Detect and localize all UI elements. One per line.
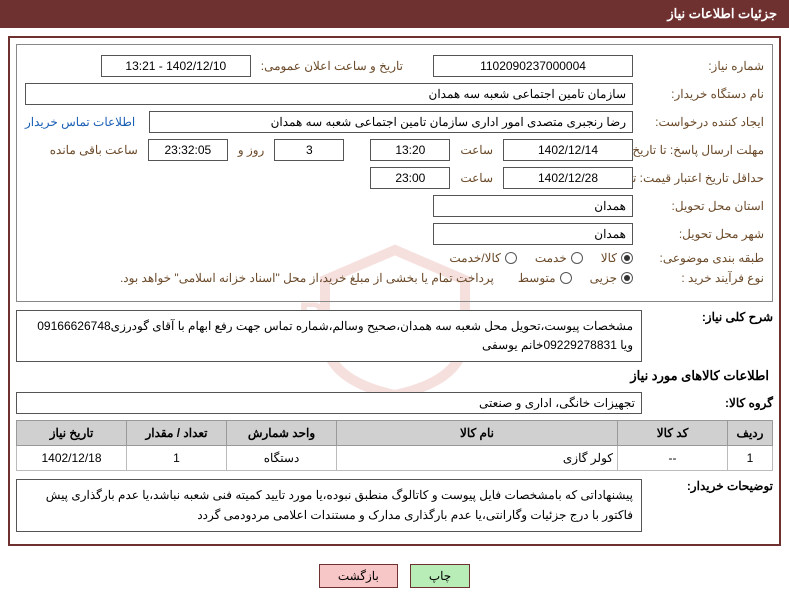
radio-medium[interactable]: متوسط [518, 271, 572, 285]
announce-label: تاریخ و ساعت اعلان عمومی: [257, 59, 407, 73]
validity-label: حداقل تاریخ اعتبار قیمت: تا تاریخ: [639, 171, 764, 185]
radio-minor[interactable]: جزیی [590, 271, 633, 285]
radio-goods-service[interactable]: کالا/خدمت [449, 251, 516, 265]
goods-section-title: اطلاعات کالاهای مورد نیاز [20, 368, 769, 384]
print-button[interactable]: چاپ [410, 564, 470, 588]
time-word-2: ساعت [456, 171, 497, 185]
requester-value: رضا رنجبری متصدی امور اداری سازمان تامین… [149, 111, 633, 133]
buyer-contact-link[interactable]: اطلاعات تماس خریدار [25, 115, 135, 129]
city-value: همدان [433, 223, 633, 245]
validity-date: 1402/12/28 [503, 167, 633, 189]
table-header-row: ردیف کد کالا نام کالا واحد شمارش تعداد /… [17, 421, 773, 446]
info-fieldset: شماره نیاز: 1102090237000004 تاریخ و ساع… [16, 44, 773, 302]
radio-dot-icon [560, 272, 572, 284]
th-code: کد کالا [618, 421, 728, 446]
cell-unit: دستگاه [227, 446, 337, 471]
cell-code: -- [618, 446, 728, 471]
requester-label: ایجاد کننده درخواست: [639, 115, 764, 129]
category-label: طبقه بندی موضوعی: [639, 251, 764, 265]
announce-value: 1402/12/10 - 13:21 [101, 55, 251, 77]
th-row: ردیف [728, 421, 773, 446]
need-no-value: 1102090237000004 [433, 55, 633, 77]
radio-minor-label: جزیی [590, 271, 617, 285]
radio-goods-service-label: کالا/خدمت [449, 251, 500, 265]
th-unit: واحد شمارش [227, 421, 337, 446]
days-word: روز و [234, 143, 269, 157]
category-radio-group: کالا خدمت کالا/خدمت [449, 251, 633, 265]
buyer-org-value: سازمان تامین اجتماعی شعبه سه همدان [25, 83, 633, 105]
province-label: استان محل تحویل: [639, 199, 764, 213]
city-label: شهر محل تحویل: [639, 227, 764, 241]
process-note: پرداخت تمام یا بخشی از مبلغ خرید،از محل … [120, 271, 494, 285]
time-word-1: ساعت [456, 143, 497, 157]
cell-row: 1 [728, 446, 773, 471]
remain-word: ساعت باقی مانده [46, 143, 142, 157]
summary-label: شرح کلی نیاز: [648, 310, 773, 324]
page-title: جزئیات اطلاعات نیاز [667, 6, 777, 21]
summary-text: مشخصات پیوست،تحویل محل شعبه سه همدان،صحی… [16, 310, 642, 362]
process-radio-group: جزیی متوسط [518, 271, 633, 285]
goods-table: ردیف کد کالا نام کالا واحد شمارش تعداد /… [16, 420, 773, 471]
need-no-label: شماره نیاز: [639, 59, 764, 73]
province-value: همدان [433, 195, 633, 217]
process-label: نوع فرآیند خرید : [639, 271, 764, 285]
page-title-bar: جزئیات اطلاعات نیاز [0, 0, 789, 28]
time-remaining: 23:32:05 [148, 139, 228, 161]
radio-dot-icon [571, 252, 583, 264]
table-row: 1--کولر گازیدستگاه11402/12/18 [17, 446, 773, 471]
radio-goods[interactable]: کالا [601, 251, 633, 265]
radio-dot-icon [621, 272, 633, 284]
cell-qty: 1 [127, 446, 227, 471]
deadline-time: 13:20 [370, 139, 450, 161]
radio-medium-label: متوسط [518, 271, 556, 285]
radio-goods-label: کالا [601, 251, 617, 265]
radio-service[interactable]: خدمت [535, 251, 583, 265]
buyer-notes-text: پیشنهاداتی که بامشخصات فایل پیوست و کاتا… [16, 479, 642, 531]
th-name: نام کالا [337, 421, 618, 446]
validity-time: 23:00 [370, 167, 450, 189]
main-frame: شماره نیاز: 1102090237000004 تاریخ و ساع… [8, 36, 781, 546]
th-date: تاریخ نیاز [17, 421, 127, 446]
goods-group-value: تجهیزات خانگی، اداری و صنعتی [16, 392, 642, 414]
th-qty: تعداد / مقدار [127, 421, 227, 446]
action-buttons: چاپ بازگشت [0, 554, 789, 592]
buyer-org-label: نام دستگاه خریدار: [639, 87, 764, 101]
buyer-notes-label: توضیحات خریدار: [648, 479, 773, 493]
cell-name: کولر گازی [337, 446, 618, 471]
radio-service-label: خدمت [535, 251, 567, 265]
deadline-label: مهلت ارسال پاسخ: تا تاریخ: [639, 143, 764, 157]
radio-dot-icon [505, 252, 517, 264]
deadline-date: 1402/12/14 [503, 139, 633, 161]
goods-group-label: گروه کالا: [648, 396, 773, 410]
days-remaining: 3 [274, 139, 344, 161]
back-button[interactable]: بازگشت [319, 564, 398, 588]
radio-dot-icon [621, 252, 633, 264]
cell-date: 1402/12/18 [17, 446, 127, 471]
